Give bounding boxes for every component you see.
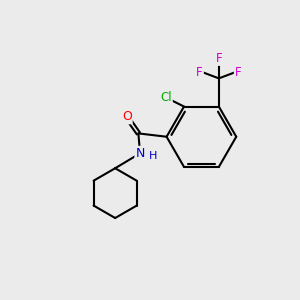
Text: N: N [135, 147, 145, 160]
Text: F: F [235, 66, 242, 79]
Text: F: F [196, 66, 203, 79]
Text: O: O [122, 110, 132, 123]
Text: F: F [215, 52, 222, 65]
Text: H: H [148, 151, 157, 161]
Text: Cl: Cl [160, 91, 172, 104]
